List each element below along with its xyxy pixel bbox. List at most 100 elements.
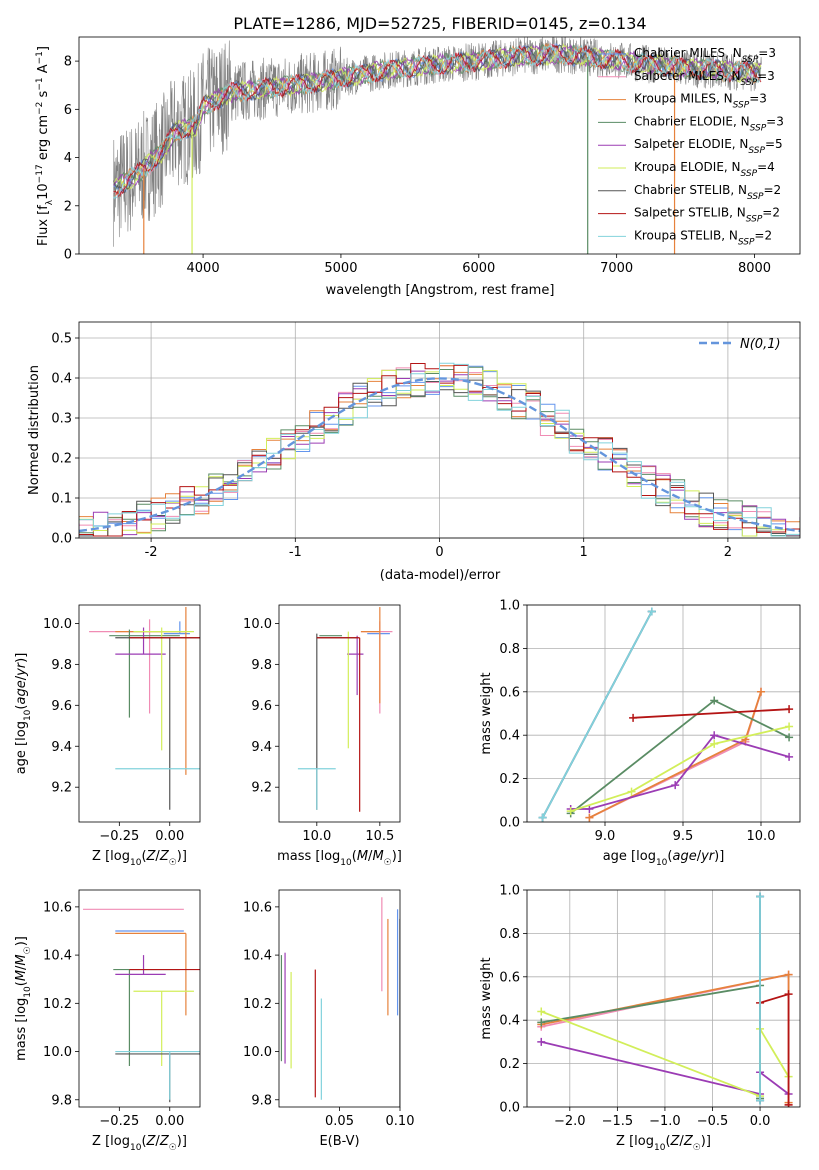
y-tick-label: 10.0 [43, 617, 72, 632]
x-tick-label: 2 [724, 545, 732, 560]
legend-label: Salpeter STELIB, NSSP=2 [634, 206, 780, 225]
plot-area [538, 607, 794, 822]
x-tick-label: −1.0 [649, 1114, 681, 1129]
axes-frame [78, 604, 201, 823]
x-tick-label: -1 [289, 545, 302, 560]
x-tick-label: 1 [580, 545, 588, 560]
weight-marker [585, 804, 594, 813]
y-tick-label: 9.4 [251, 740, 272, 755]
model-spectrum [113, 42, 762, 191]
y-axis-label: age [log10(age/yr)] [14, 653, 33, 775]
y-tick-label: 9.8 [51, 658, 72, 673]
x-tick-label: 0.0 [750, 1114, 771, 1129]
y-tick-label: 9.6 [251, 699, 272, 714]
plot-area [280, 897, 400, 1107]
y-tick-label: 10.0 [43, 1045, 72, 1060]
x-tick-label: −2.0 [554, 1114, 586, 1129]
axes-frame [526, 604, 801, 823]
x-axis-label: Z [log10(Z/Z☉)] [616, 1134, 711, 1153]
x-tick-label: 7000 [600, 261, 633, 276]
model-spectrum [113, 42, 762, 195]
y-axis-label: mass weight [479, 672, 494, 754]
y-tick-label: 10.0 [243, 1045, 272, 1060]
y-tick-label: 9.6 [51, 699, 72, 714]
observed-spectrum [113, 37, 762, 247]
plot-area [297, 607, 393, 812]
y-tick-label: 10.2 [43, 997, 72, 1012]
y-tick-label: 1.0 [499, 599, 520, 614]
weight-marker [566, 807, 575, 816]
y-tick-label: 0.3 [51, 412, 72, 427]
y-tick-label: 9.2 [51, 781, 72, 796]
weight-line [570, 725, 790, 812]
x-tick-label: 10.5 [365, 829, 394, 844]
weight-marker [785, 705, 794, 714]
x-tick-label: −0.25 [99, 1114, 139, 1129]
weight-marker [785, 722, 794, 731]
x-tick-label: 0.05 [325, 1114, 354, 1129]
y-tick-label: 9.8 [251, 658, 272, 673]
y-tick-label: 0.4 [51, 372, 72, 387]
y-tick-label: 0.2 [499, 1057, 520, 1072]
x-tick-label: 6000 [462, 261, 495, 276]
x-axis-label: wavelength [Angstrom, rest frame] [326, 283, 555, 298]
y-tick-label: 0.4 [499, 729, 520, 744]
weight-marker [756, 892, 765, 901]
y-axis-label: Flux [fλ10−17 erg cm−2 s−1 A−1] [35, 46, 55, 246]
x-axis-label: E(B-V) [319, 1134, 359, 1149]
y-tick-label: 0 [64, 248, 72, 263]
x-tick-label: 4000 [187, 261, 220, 276]
weight-marker [647, 607, 656, 616]
weight-line [541, 611, 653, 819]
plot-area [113, 37, 762, 254]
weight-marker [671, 781, 680, 790]
age-vs-mass-panel: 10.0 10.5 9.2 9.4 9.6 9.8 10.0 mass [log10(M/M☉… [243, 604, 402, 868]
weight-marker [538, 813, 547, 822]
weight-marker [629, 713, 638, 722]
x-tick-label: 9.0 [595, 829, 616, 844]
y-tick-label: 2 [64, 199, 72, 214]
y-tick-label: 9.8 [251, 1093, 272, 1108]
legend-label: Chabrier MILES, NSSP=3 [634, 46, 776, 65]
model-spectrum [113, 44, 762, 194]
age-vs-metallicity-panel: −0.25 0.00 9.2 9.4 9.6 9.8 10.0 Z [log10(Z/Z☉)]… [14, 604, 201, 868]
x-tick-label: 5000 [324, 261, 357, 276]
mass-vs-extinction-panel: 0.05 0.10 9.8 10.0 10.2 10.4 10.6 E(B-V) [243, 889, 415, 1149]
y-tick-label: 0.6 [499, 970, 520, 985]
axes-frame [78, 36, 801, 255]
weight-marker [757, 687, 765, 696]
legend-label: Chabrier STELIB, NSSP=2 [634, 183, 781, 202]
x-axis-label: Z [log10(Z/Z☉)] [92, 1134, 187, 1153]
y-tick-label: 0.8 [499, 642, 520, 657]
weight-marker [710, 739, 719, 748]
legend-label: Chabrier ELODIE, NSSP=3 [634, 114, 784, 133]
y-tick-label: 6 [64, 103, 72, 118]
residuals-panel: -2 -1 0 1 2 0.0 0.1 0.2 0.3 0.4 0.5 N(0,1) (data-mod… [27, 321, 801, 583]
weight-vs-age-panel: 9.0 9.5 10.0 0.0 0.2 0.4 0.6 0.8 1.0 age [log10(a… [479, 599, 801, 868]
gaussian-curve [79, 377, 800, 533]
plot-area [83, 908, 200, 1103]
x-axis-label: mass [log10(M/M☉)] [277, 849, 402, 868]
weight-marker [537, 1018, 546, 1027]
x-tick-label: 9.5 [673, 829, 694, 844]
mass-vs-metallicity-panel: −0.25 0.00 9.8 10.0 10.2 10.4 10.6 Z [log10(Z/Z… [14, 889, 201, 1153]
y-tick-label: 10.6 [43, 900, 72, 915]
x-tick-label: 0.10 [386, 1114, 415, 1129]
y-tick-label: 10.2 [243, 997, 272, 1012]
spectrum-title: PLATE=1286, MJD=52725, FIBERID=0145, z=0… [233, 14, 646, 33]
spectrum-panel: 4000 5000 6000 7000 8000 0 2 4 6 8 wavelength [Ang… [35, 36, 801, 298]
y-tick-label: 0.6 [499, 685, 520, 700]
legend-label: Kroupa ELODIE, NSSP=4 [634, 160, 775, 179]
y-tick-label: 10.4 [43, 949, 72, 964]
axes-frame [526, 889, 801, 1108]
x-axis-label: (data-model)/error [380, 568, 501, 583]
x-tick-label: 0.00 [155, 1114, 184, 1129]
y-tick-label: 9.2 [251, 781, 272, 796]
axes-frame [278, 889, 401, 1108]
weight-marker [785, 733, 794, 742]
x-tick-label: −0.25 [99, 829, 139, 844]
x-tick-label: -2 [145, 545, 158, 560]
weight-marker [627, 787, 636, 796]
legend-label: N(0,1) [740, 337, 781, 352]
weight-marker [710, 731, 719, 740]
